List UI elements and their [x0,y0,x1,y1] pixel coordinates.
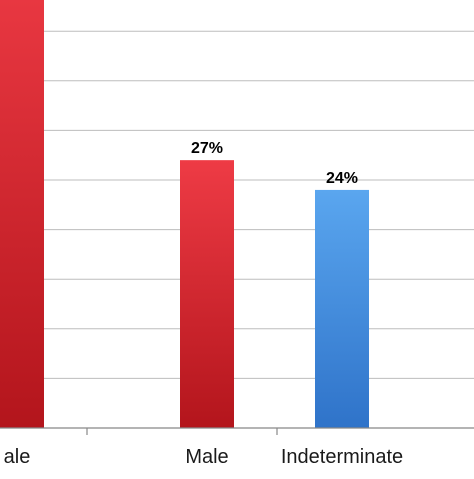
category-label-female: ale [4,446,31,468]
bars [0,0,369,429]
x-axis: ale Male Indeterminate [0,427,474,468]
category-label-male: Male [185,446,228,468]
bar-female [0,0,44,429]
data-label-male: 27% [191,140,223,157]
data-labels: 48%27%24% [191,140,358,187]
category-label-indeterminate: Indeterminate [281,446,403,468]
gridlines [0,30,474,379]
data-label-indeterminate: 24% [326,170,358,187]
bar-indeterminate [315,189,369,428]
bar-male [180,160,234,428]
